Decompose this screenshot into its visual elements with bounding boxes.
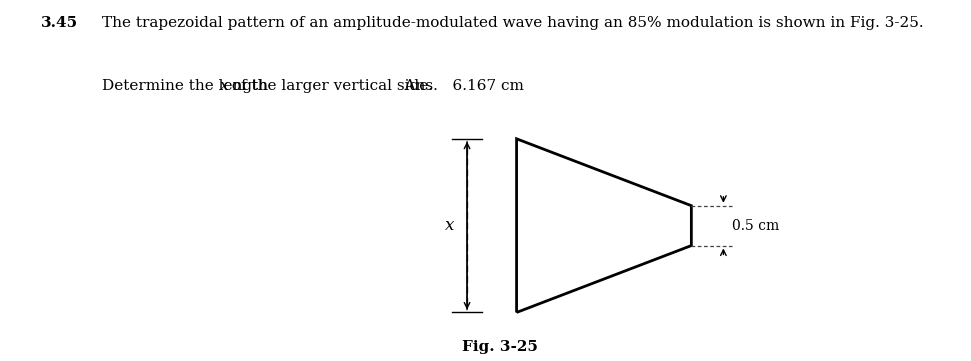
Text: The trapezoidal pattern of an amplitude-modulated wave having an 85% modulation : The trapezoidal pattern of an amplitude-… — [102, 16, 923, 30]
Text: x: x — [445, 217, 454, 234]
Text: 3.45: 3.45 — [41, 16, 78, 30]
Text: Ans.   6.167 cm: Ans. 6.167 cm — [385, 79, 523, 93]
Text: x: x — [220, 79, 229, 93]
Text: of the larger vertical side.: of the larger vertical side. — [227, 79, 433, 93]
Text: 0.5 cm: 0.5 cm — [732, 219, 780, 232]
Text: Fig. 3-25: Fig. 3-25 — [462, 340, 538, 354]
Text: Determine the length: Determine the length — [102, 79, 273, 93]
